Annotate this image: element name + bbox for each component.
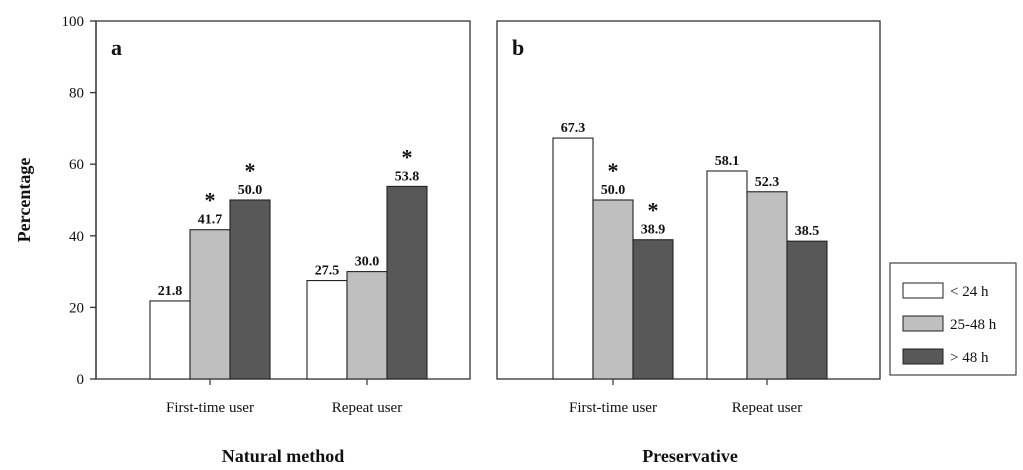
panel-b: b67.350.0*38.9*First-time user58.152.338… [496,20,881,466]
y-axis-label: Percentage [14,158,34,243]
legend-swatch [902,315,944,332]
bar [706,170,748,380]
chart-panels: a21.841.7* 50.0*First-time user27.530.053… [95,20,881,466]
data-label: 21.8 [158,284,183,299]
significance-marker: * [608,158,619,183]
significance-marker: * [205,188,216,213]
legend: < 24 h 25-48 h > 48 h [889,262,1017,376]
legend-swatch [902,282,944,299]
data-label: 38.9 [641,223,666,238]
bar [786,240,828,380]
panel-frame [496,20,881,380]
panel-a: a21.841.7* 50.0*First-time user27.530.053… [95,20,471,466]
data-label: 50.0 [601,183,626,198]
data-label: 50.0 [238,183,263,198]
category-label: First-time user [569,400,657,416]
data-label: 27.5 [315,264,340,279]
significance-marker: * [245,158,256,183]
y-tick-label: 20 [69,300,84,316]
panel-title: Natural method [222,446,345,466]
legend-swatch [902,348,944,365]
data-label: 30.0 [355,255,380,270]
bar [386,185,428,380]
panel-letter: a [111,35,122,60]
data-label: 41.7 [198,213,223,228]
category-label: Repeat user [332,400,402,416]
panel-frame [95,20,471,380]
y-tick-label: 0 [77,372,85,388]
y-tick-label: 60 [69,157,84,173]
bar [306,279,348,380]
bar [189,229,231,380]
bar [746,191,788,380]
bar [346,271,388,380]
significance-marker: * [648,198,659,223]
data-label: 38.5 [795,224,820,239]
legend-label: < 24 h [950,284,989,300]
bar [149,300,191,380]
y-tick-label: 100 [62,14,85,30]
panel-title: Preservative [642,446,738,466]
bar [632,239,674,380]
data-label: 58.1 [715,154,740,169]
category-label: Repeat user [732,400,802,416]
data-label: 67.3 [561,121,586,136]
y-tick-label: 40 [69,229,84,245]
bar [552,137,594,380]
data-label: 53.8 [395,169,420,184]
data-label: 52.3 [755,175,780,190]
bar [592,199,634,380]
y-tick-label: 80 [69,86,84,102]
panel-letter: b [512,35,524,60]
legend-label: 25-48 h [950,317,997,333]
category-label: First-time user [166,400,254,416]
significance-marker: * [402,144,413,169]
legend-label: > 48 h [950,350,989,366]
y-axis: 0 20 40 60 80 100 Percentage [14,14,97,388]
bar [229,199,271,380]
